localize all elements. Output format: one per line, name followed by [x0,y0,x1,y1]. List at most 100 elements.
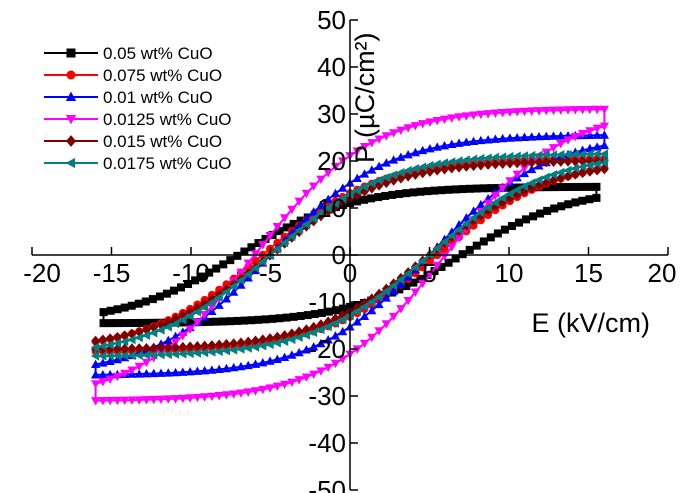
data-point [106,319,115,328]
data-point [425,160,434,171]
data-point [254,315,263,324]
data-point [178,332,188,341]
data-point [447,139,457,149]
data-point [221,363,232,373]
data-point [430,186,439,195]
data-point [548,150,558,160]
data-point [425,166,435,177]
data-point [294,332,303,342]
data-point [99,308,108,317]
data-point [409,188,418,197]
data-point [155,292,164,301]
legend-item: 0.075 wt% CuO [44,66,222,85]
y-axis-title: P (µC/cm²) [350,32,380,163]
data-point [156,319,166,331]
data-point [498,184,508,193]
data-point [476,110,486,120]
data-point [184,279,193,288]
data-point [359,339,370,349]
data-point [163,322,172,332]
data-point [178,367,188,376]
data-point [250,263,260,273]
data-point [476,153,485,164]
data-point [258,358,268,367]
data-point [105,375,115,384]
data-point [272,244,281,254]
data-point [279,352,290,362]
data-point [505,108,515,117]
data-point [563,149,572,160]
data-point [163,349,172,360]
data-point [163,368,173,377]
data-point [282,223,291,232]
data-point [221,346,231,356]
data-point [479,184,488,193]
data-point [120,396,130,406]
data-point [127,366,137,375]
data-point [192,307,201,317]
data-point [451,185,460,194]
data-point [330,162,341,172]
data-point [526,150,536,161]
data-point [236,337,246,348]
data-point [599,149,608,159]
data-point [192,348,201,358]
data-point [352,306,361,316]
data-point [417,256,427,266]
data-point [541,172,550,182]
data-point [142,342,151,354]
data-point [265,231,275,241]
data-point [170,367,181,377]
data-point [461,137,471,146]
data-point [113,319,122,328]
data-point [476,199,486,209]
data-point [240,247,249,256]
data-point [112,372,123,382]
data-point [599,158,608,168]
data-point [461,219,470,229]
data-point [359,143,370,152]
data-point [141,318,150,327]
data-point [529,212,538,221]
legend-marker [65,91,77,102]
data-point [178,315,187,325]
data-point [527,164,537,174]
data-point [119,336,129,347]
data-point [527,107,537,116]
data-point [323,203,332,213]
data-point [272,338,281,348]
data-point [465,184,474,193]
data-point [359,302,369,312]
data-point [200,365,210,375]
data-point [425,118,435,127]
legend-marker [66,135,76,147]
data-point [599,122,609,132]
data-point [577,149,587,159]
data-point [212,264,221,273]
data-point [127,319,136,328]
data-point [127,396,137,405]
data-point [323,363,333,373]
data-point [410,122,421,131]
data-point [214,346,223,357]
x-tick-label: -10 [172,258,210,288]
data-point [388,170,398,180]
data-point [214,392,224,401]
legend-label: 0.0175 wt% CuO [103,154,232,173]
data-point [229,287,239,296]
data-point [149,342,159,354]
data-point [229,338,239,349]
data-point [395,189,404,198]
data-point [308,327,318,338]
data-point [309,370,319,379]
data-point [439,158,449,168]
data-point [90,351,100,361]
data-point [106,306,115,315]
data-point [265,339,274,350]
data-point [127,301,136,310]
data-point [454,162,464,173]
data-point [578,182,587,191]
data-point [226,256,235,265]
data-point [483,110,493,119]
data-point [282,313,291,322]
